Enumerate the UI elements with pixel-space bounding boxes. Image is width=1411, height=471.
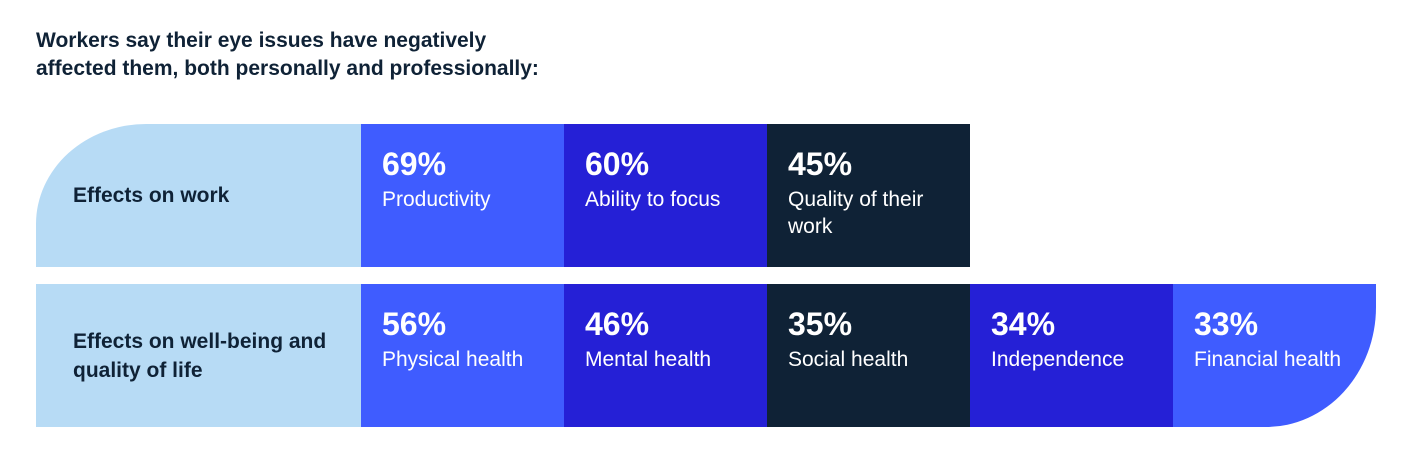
stat-percent: 56%	[382, 306, 447, 342]
row-label-text: Effects on well-being and quality of lif…	[73, 329, 327, 382]
stat-label: Financial health	[1194, 348, 1342, 371]
wellbeing-item-physical-health: 56% Physical health	[361, 284, 564, 427]
row-label-text: Effects on work	[73, 184, 230, 207]
wellbeing-effects-label: Effects on well-being and quality of lif…	[36, 284, 361, 427]
stat-label: Quality of their work	[788, 188, 924, 238]
work-item-ability-to-focus: 60% Ability to focus	[564, 124, 767, 267]
wellbeing-item-financial-health: 33% Financial health	[1173, 284, 1376, 427]
stat-percent: 60%	[585, 146, 650, 182]
stat-percent: 45%	[788, 146, 853, 182]
stat-label: Social health	[788, 348, 909, 371]
stat-label: Mental health	[585, 348, 712, 371]
stat-percent: 69%	[382, 146, 447, 182]
stat-percent: 46%	[585, 306, 650, 342]
wellbeing-item-independence: 34% Independence	[970, 284, 1173, 427]
work-item-quality-of-work: 45% Quality of their work	[767, 124, 970, 267]
stat-label: Physical health	[382, 348, 524, 371]
stat-percent: 33%	[1194, 306, 1259, 342]
stat-label: Ability to focus	[585, 188, 721, 211]
page-title: Workers say their eye issues have negati…	[36, 27, 756, 83]
title-line-2: affected them, both personally and profe…	[36, 57, 539, 80]
work-item-productivity: 69% Productivity	[361, 124, 564, 267]
stat-label: Productivity	[382, 188, 491, 211]
title-line-1: Workers say their eye issues have negati…	[36, 29, 487, 52]
stat-label: Independence	[991, 348, 1125, 371]
wellbeing-item-mental-health: 46% Mental health	[564, 284, 767, 427]
wellbeing-item-social-health: 35% Social health	[767, 284, 970, 427]
stat-percent: 34%	[991, 306, 1056, 342]
work-effects-label: Effects on work	[36, 124, 361, 267]
stat-percent: 35%	[788, 306, 853, 342]
